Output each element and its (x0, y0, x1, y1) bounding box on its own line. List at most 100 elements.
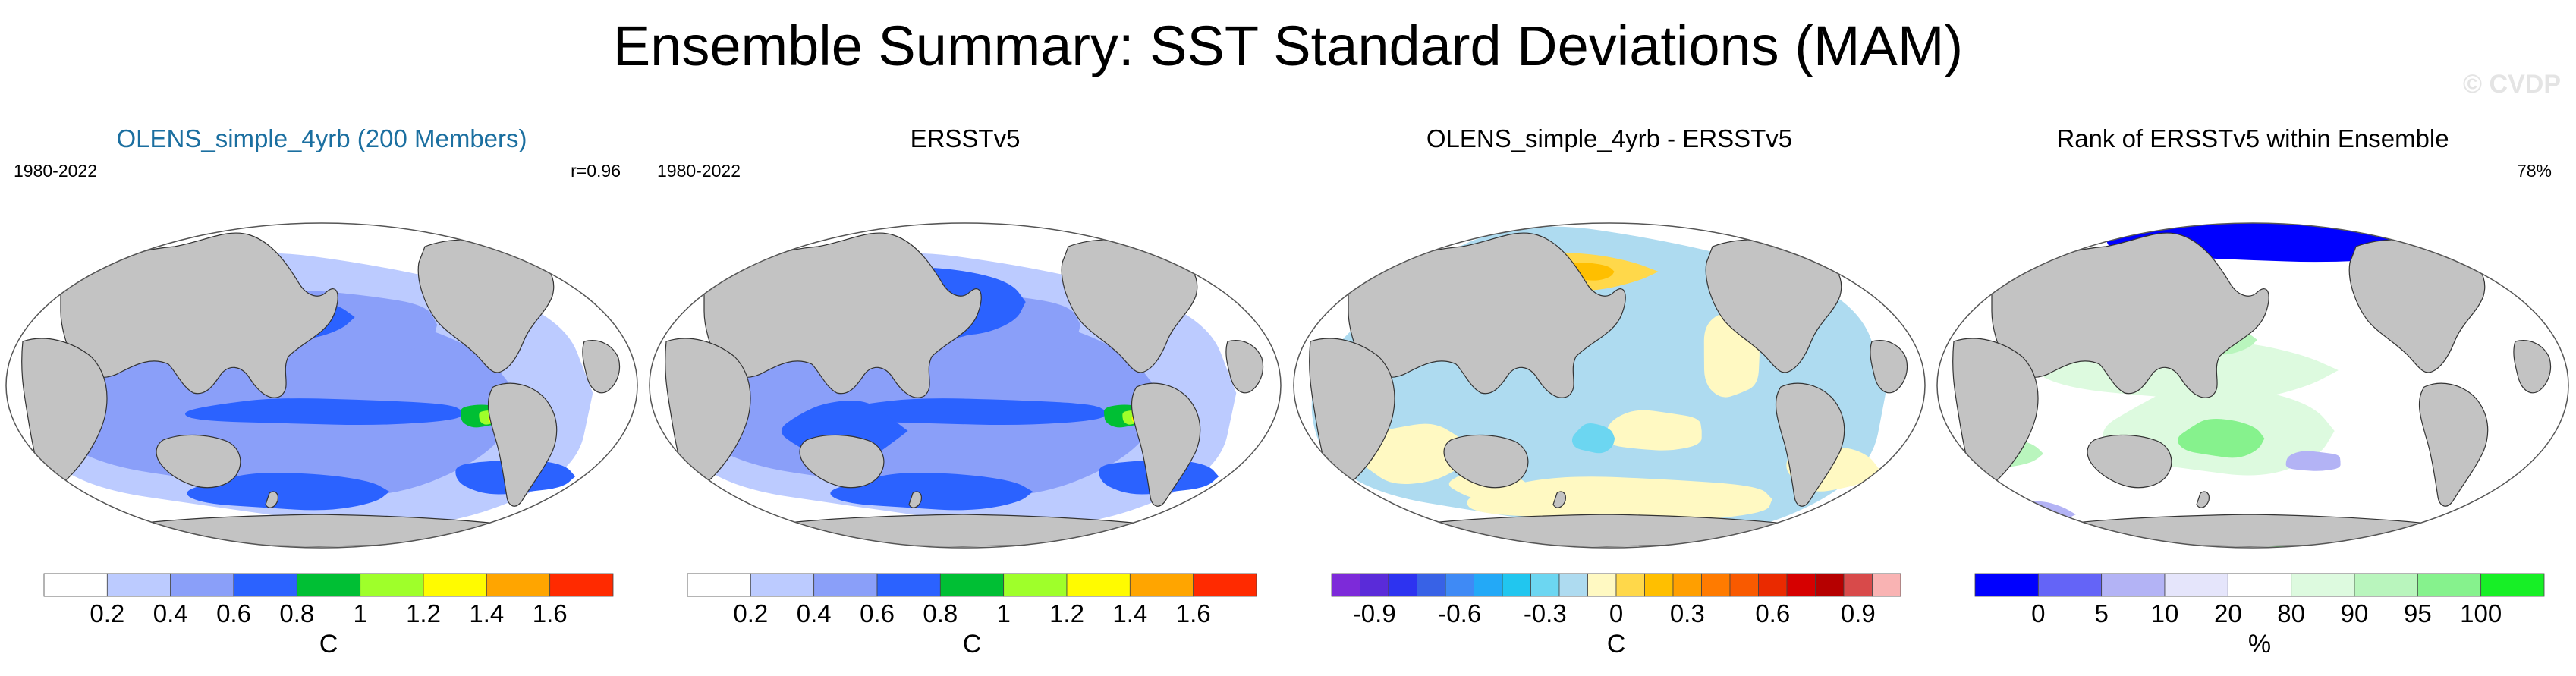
diff-field-pos-so (1467, 476, 1772, 521)
colorbar-swatch (423, 573, 487, 597)
map-outline (649, 222, 1282, 549)
colorbar-tick-label: 20 (2213, 599, 2242, 627)
land-samerica (1775, 382, 1845, 507)
panel-title: ERSSTv5 (910, 124, 1021, 152)
map-panel-2: ERSSTv5 1980-2022 0.2 0.4 0.6 0.8 1 1.2 1.4 1.6 C (643, 114, 1287, 676)
colorbar-swatch (1558, 573, 1588, 597)
land-australia (799, 434, 885, 489)
panel-title: Rank of ERSSTv5 within Ensemble (2056, 124, 2449, 152)
land-asia (703, 232, 982, 398)
colorbar-swatch (1786, 573, 1816, 597)
colorbar-tick-label: 95 (2403, 599, 2432, 627)
colorbar-swatch (1729, 573, 1759, 597)
colorbar-swatch (1445, 573, 1474, 597)
colorbar-unit: % (2247, 630, 2272, 659)
colorbar-swatch (750, 573, 815, 597)
colorbar-swatch (1644, 573, 1674, 597)
land-arctic (2106, 185, 2394, 204)
colorbar-tick-label: 0.4 (153, 599, 188, 627)
colorbar-swatch (549, 573, 614, 597)
panel-stat-label: 78% (2516, 161, 2552, 181)
colorbar-tick-label: 0.6 (216, 599, 251, 627)
map-std_ens (5, 185, 638, 549)
colorbar-tick-label: 0.9 (1840, 599, 1876, 627)
colorbar-swatch (2164, 573, 2228, 597)
panel-stat-label: r=0.96 (571, 161, 621, 181)
colorbar-tick-label: 1.6 (532, 599, 568, 627)
land-europe (1869, 247, 1914, 298)
colorbar (1331, 573, 1901, 597)
colorbar-tick-label: 1.2 (406, 599, 441, 627)
diff-field-pos-sp (1606, 410, 1702, 451)
colorbar-swatch (1502, 573, 1531, 597)
land-nzealand (2196, 491, 2210, 508)
colorbar-tick-label: 1 (353, 599, 367, 627)
colorbar-swatch (939, 573, 1005, 597)
colorbar-swatch (2480, 573, 2545, 597)
land-nzealand (908, 491, 922, 508)
colorbar-tick-label: 1.2 (1049, 599, 1084, 627)
land-arctic (175, 185, 463, 204)
land-samerica (487, 382, 558, 507)
colorbar (687, 573, 1257, 597)
colorbar-tick-label: -0.6 (1438, 599, 1482, 627)
colorbar-tick-label: 0.6 (860, 599, 895, 627)
land-greenland (1166, 223, 1204, 235)
land-africa_e (582, 340, 621, 394)
colorbar-tick-label: 80 (2277, 599, 2306, 627)
colorbar (1974, 573, 2545, 597)
map-outline (5, 222, 638, 549)
colorbar-tick-label: 0 (1609, 599, 1624, 627)
land-samerica (1131, 382, 1201, 507)
colorbar-tick-label: 0.3 (1669, 599, 1705, 627)
map-std_obs (649, 222, 1282, 549)
colorbar-tick-label: 1.4 (1112, 599, 1148, 627)
land-australia (156, 434, 241, 489)
cvdp-watermark: © CVDP (2463, 70, 2561, 99)
colorbar-swatch (360, 573, 424, 597)
colorbar-unit: C (962, 630, 982, 659)
std-field-0.6-sp (830, 472, 1033, 511)
colorbar-swatch (1066, 573, 1131, 597)
colorbar-swatch (2291, 573, 2355, 597)
colorbar-swatch (233, 573, 297, 597)
colorbar-tick-label: 5 (2094, 599, 2109, 627)
colorbar (43, 573, 614, 597)
land-arctic (1462, 185, 1750, 204)
colorbar-tick-label: -0.3 (1523, 599, 1567, 627)
colorbar-swatch (2101, 573, 2166, 597)
diff-field-neg-sp (1571, 423, 1615, 454)
colorbar-swatch (813, 573, 878, 597)
land-australia (1443, 434, 1529, 489)
colorbar-swatch (1701, 573, 1731, 597)
map-panel-3: OLENS_simple_4yrb - ERSSTv5 -0.9 -0.6 -0.3 0… (1288, 114, 1931, 676)
colorbar-tick-label: 1.6 (1175, 599, 1211, 627)
colorbar-tick-label: 0.6 (1755, 599, 1791, 627)
std-field-0.6-sp (187, 472, 390, 511)
colorbar-swatch (2417, 573, 2482, 597)
land-africa (21, 338, 108, 485)
colorbar-tick-label: 1 (996, 599, 1011, 627)
map-diff (1293, 185, 1926, 549)
colorbar-unit: C (319, 630, 338, 659)
colorbar-swatch (1417, 573, 1446, 597)
rank-field-0-so (2347, 541, 2403, 548)
std-field-0.6-eq (828, 398, 1108, 426)
colorbar-swatch (2037, 573, 2103, 597)
colorbar-tick-label: 1.4 (469, 599, 505, 627)
colorbar-swatch (1758, 573, 1788, 597)
land-africa_e (2513, 340, 2552, 394)
map-outline (1936, 222, 2569, 549)
land-europe (581, 247, 626, 298)
land-asia (60, 232, 338, 398)
colorbar-swatch (687, 573, 751, 597)
colorbar-swatch (1388, 573, 1417, 597)
colorbar-swatch (876, 573, 941, 597)
colorbar-swatch (1193, 573, 1257, 597)
land-asia (1348, 232, 1626, 398)
rank-field-10-sa (2285, 451, 2341, 471)
colorbar-swatch (1360, 573, 1389, 597)
land-samerica (2418, 382, 2489, 507)
colorbar-swatch (1974, 573, 2039, 597)
rank-field-97-sp (2178, 418, 2265, 458)
